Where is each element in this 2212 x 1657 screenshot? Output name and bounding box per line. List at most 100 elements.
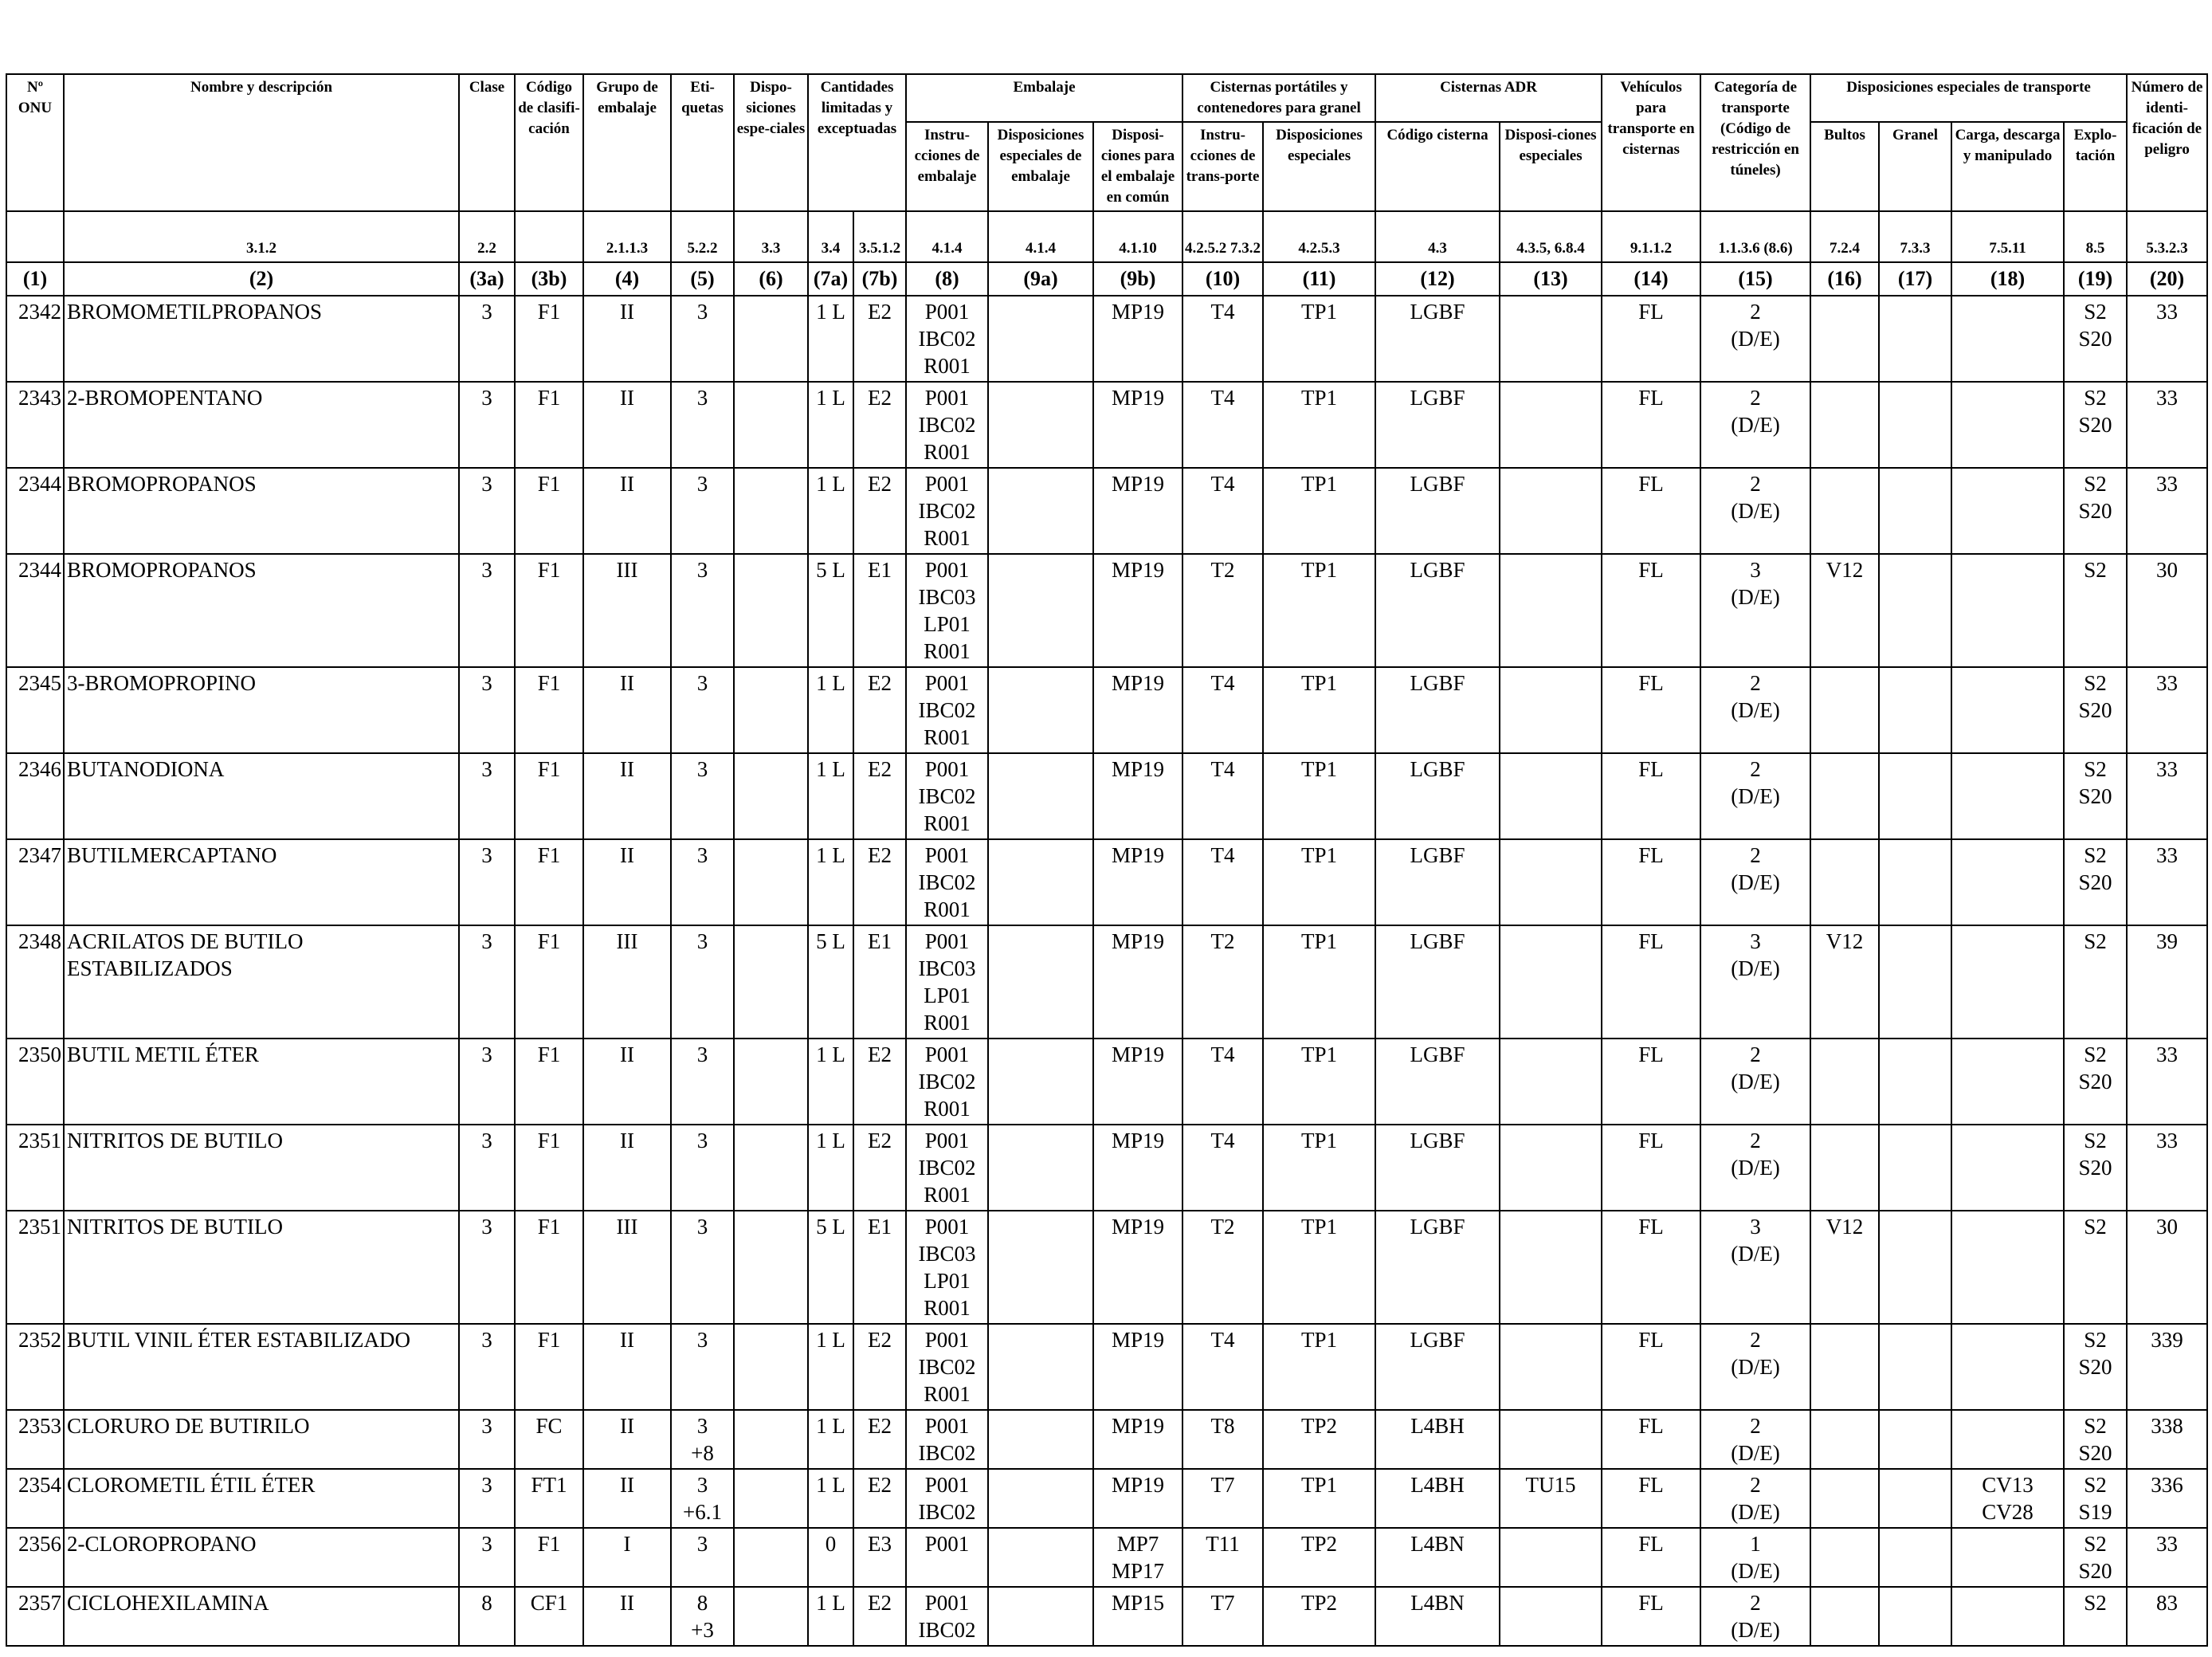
- cell-line: 2346: [18, 757, 61, 781]
- cell-col-17: FL: [1601, 1468, 1702, 1529]
- cell-col-14: TP1: [1262, 295, 1377, 383]
- cell-line: P001: [924, 843, 970, 867]
- cell-line: P001: [924, 1414, 970, 1438]
- cell-col-2: 2-CLOROPROPANO: [63, 1527, 460, 1588]
- cell-col-11: [987, 553, 1094, 668]
- cell-col-5: II: [582, 838, 672, 926]
- cell-col-11: [987, 666, 1094, 754]
- col-ref-15: 4.3.5, 6.8.4: [1499, 210, 1603, 263]
- cell-col-17: FL: [1601, 1038, 1702, 1125]
- cell-col-16: [1499, 1210, 1603, 1325]
- cell-line: +6.1: [683, 1500, 722, 1524]
- cell-line: TP2: [1301, 1414, 1338, 1438]
- cell-line: 33: [2156, 386, 2179, 410]
- cell-line: II: [620, 1129, 634, 1152]
- cell-col-16: [1499, 381, 1603, 469]
- cell-line: ACRILATOS DE BUTILO: [67, 929, 304, 953]
- cell-col-2: ACRILATOS DE BUTILO ESTABILIZADOS: [63, 925, 460, 1039]
- group-header-cisternas-portatiles: Cisternas portátiles y contenedores para…: [1182, 73, 1377, 123]
- cell-line: T7: [1210, 1473, 1235, 1497]
- cell-col-5: II: [582, 381, 672, 469]
- cell-col-10: P001 IBC02 R001: [905, 838, 989, 926]
- cell-col-16: [1499, 1323, 1603, 1411]
- cell-line: 3: [481, 386, 492, 410]
- col-number-11: (9b): [1092, 261, 1184, 296]
- col-header-19: Explo-tación: [2063, 121, 2128, 212]
- cell-col-4: CF1: [514, 1586, 584, 1647]
- cell-line: T4: [1210, 1129, 1235, 1152]
- cell-line: R001: [924, 897, 971, 921]
- cell-line: LGBF: [1410, 300, 1465, 324]
- col-number-18: (16): [1810, 261, 1881, 296]
- cell-line: E2: [868, 300, 892, 324]
- cell-col-1: 2356: [6, 1527, 65, 1588]
- cell-line: II: [620, 757, 634, 781]
- cell-col-17: FL: [1601, 1409, 1702, 1470]
- cell-col-18: 2 (D/E): [1700, 1124, 1812, 1211]
- cell-col-2: NITRITOS DE BUTILO: [63, 1210, 460, 1325]
- cell-line: 3: [481, 671, 492, 695]
- cell-col-8: 1 L: [807, 1409, 854, 1470]
- cell-col-21: [1951, 467, 2065, 555]
- cell-col-11: [987, 381, 1094, 469]
- cell-col-10: P001 IBC02 R001: [905, 666, 989, 754]
- cell-col-7: [733, 553, 809, 668]
- table-row: 2344 BROMOPROPANOS 3 F1 II 3 1 L E2 P001 IBC02 R00…: [6, 467, 2209, 555]
- cell-col-7: [733, 1210, 809, 1325]
- cell-col-4: F1: [514, 752, 584, 840]
- cell-col-18: 2 (D/E): [1700, 295, 1812, 383]
- cell-col-10: P001 IBC02 R001: [905, 467, 989, 555]
- cell-col-21: [1951, 838, 2065, 926]
- col-number-19: (17): [1878, 261, 1953, 296]
- cell-line: E2: [868, 1042, 892, 1066]
- cell-col-23: 39: [2126, 925, 2209, 1039]
- cell-col-13: T4: [1182, 467, 1265, 555]
- cell-line: 33: [2156, 472, 2179, 496]
- cell-line: III: [616, 1215, 638, 1239]
- cell-col-4: FC: [514, 1409, 584, 1470]
- cell-col-12: MP19: [1092, 752, 1184, 840]
- cell-line: LGBF: [1410, 558, 1465, 582]
- cell-col-22: S2 S20: [2063, 1124, 2128, 1211]
- cell-col-7: [733, 1409, 809, 1470]
- cell-line: III: [616, 558, 638, 582]
- col-ref-12: 4.2.5.2 7.3.2: [1182, 210, 1265, 263]
- cell-line: 30: [2156, 1215, 2179, 1239]
- cell-col-9: E2: [853, 467, 907, 555]
- cell-line: FL: [1638, 472, 1664, 496]
- cell-line: R001: [924, 725, 971, 749]
- cell-col-9: E2: [853, 1409, 907, 1470]
- cell-col-12: MP19: [1092, 1210, 1184, 1325]
- cell-line: MP19: [1111, 300, 1165, 324]
- cell-col-9: E2: [853, 1468, 907, 1529]
- cell-col-9: E2: [853, 1586, 907, 1647]
- cell-line: R001: [924, 1382, 971, 1406]
- cell-line: P001: [924, 1328, 970, 1352]
- cell-line: 2351: [18, 1215, 61, 1239]
- cell-line: T2: [1210, 929, 1235, 953]
- cell-line: (D/E): [1731, 784, 1780, 808]
- cell-line: (D/E): [1731, 1559, 1780, 1583]
- cell-line: LGBF: [1410, 843, 1465, 867]
- cell-col-21: [1951, 1124, 2065, 1211]
- cell-col-14: TP1: [1262, 1468, 1377, 1529]
- cell-col-20: [1878, 1527, 1953, 1588]
- cell-col-22: S2: [2063, 553, 2128, 668]
- cell-col-7: [733, 467, 809, 555]
- cell-line: P001: [924, 1473, 970, 1497]
- cell-line: T4: [1210, 843, 1235, 867]
- table-row: 2344 BROMOPROPANOS 3 F1 III 3 5 L E1 P001 IBC03 LP…: [6, 553, 2209, 668]
- cell-col-14: TP2: [1262, 1527, 1377, 1588]
- cell-col-19: [1810, 1527, 1881, 1588]
- cell-line: S2: [2084, 1129, 2107, 1152]
- cell-col-21: [1951, 1586, 2065, 1647]
- cell-line: CLORURO DE BUTIRILO: [67, 1414, 310, 1438]
- cell-line: 2344: [18, 472, 61, 496]
- cell-line: FL: [1638, 386, 1664, 410]
- cell-line: S20: [2078, 784, 2112, 808]
- cell-line: S20: [2078, 327, 2112, 351]
- cell-col-9: E1: [853, 1210, 907, 1325]
- cell-col-19: [1810, 1586, 1881, 1647]
- cell-col-20: [1878, 925, 1953, 1039]
- cell-line: 3: [696, 472, 708, 496]
